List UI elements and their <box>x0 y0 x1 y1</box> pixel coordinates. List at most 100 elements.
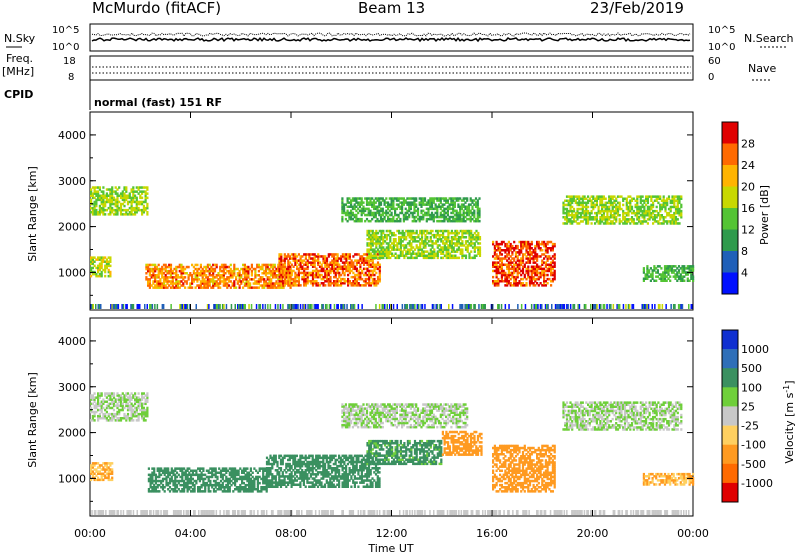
echo-cell <box>367 203 370 206</box>
echo-cell <box>536 265 539 268</box>
echo-cell <box>213 280 217 283</box>
echo-cell <box>375 246 378 249</box>
echo-cell <box>387 242 390 245</box>
echo-cell <box>430 205 434 208</box>
echo-cell <box>433 250 436 253</box>
echo-cell <box>161 267 164 271</box>
echo-cell <box>112 208 116 212</box>
echo-cell <box>671 197 674 200</box>
echo-cell <box>502 249 505 252</box>
echo-cell <box>636 211 639 215</box>
echo-cell <box>317 263 320 266</box>
echo-cell <box>144 196 147 200</box>
echo-cell <box>358 203 361 206</box>
echo-cell <box>109 206 112 210</box>
echo-cell <box>450 229 453 233</box>
echo-cell <box>283 273 286 277</box>
echo-cell <box>141 394 144 397</box>
echo-cell <box>111 419 114 422</box>
echo-cell <box>93 464 96 467</box>
echo-cell <box>464 219 467 223</box>
echo-cell <box>238 274 241 277</box>
echo-cell <box>144 400 147 403</box>
echo-cell <box>652 211 655 215</box>
echo-cell <box>130 202 133 206</box>
echo-cell <box>176 284 180 287</box>
echo-cell <box>478 219 481 223</box>
echo-cell <box>198 284 201 287</box>
clutter-cell <box>622 304 625 309</box>
echo-cell <box>170 479 173 483</box>
echo-cell <box>669 279 672 282</box>
echo-cell <box>439 211 442 215</box>
echo-cell <box>154 280 157 283</box>
echo-cell <box>471 205 474 208</box>
echo-cell <box>536 263 539 266</box>
echo-cell <box>172 471 175 474</box>
echo-cell <box>601 220 604 223</box>
echo-cell <box>466 246 469 249</box>
echo-cell <box>651 275 654 278</box>
echo-cell <box>236 280 239 283</box>
echo-cell <box>366 244 369 247</box>
echo-cell <box>299 263 302 266</box>
echo-cell <box>523 240 526 244</box>
echo-cell <box>669 269 672 272</box>
echo-cell <box>387 211 390 215</box>
echo-cell <box>171 272 174 275</box>
echo-cell <box>433 254 436 257</box>
echo-cell <box>352 275 355 279</box>
echo-cell <box>643 199 646 202</box>
echo-cell <box>187 265 190 269</box>
echo-cell <box>156 467 159 470</box>
echo-cell <box>235 267 238 271</box>
echo-cell <box>119 408 123 412</box>
echo-cell <box>98 466 101 469</box>
echo-cell <box>585 207 588 211</box>
echo-cell <box>137 400 140 403</box>
echo-cell <box>543 240 546 244</box>
clutter-cell <box>255 304 258 309</box>
echo-cell <box>456 248 459 251</box>
echo-cell <box>569 201 572 205</box>
echo-cell <box>215 263 218 267</box>
echo-cell <box>656 271 659 274</box>
echo-cell <box>446 207 449 211</box>
echo-cell <box>219 278 222 281</box>
echo-cell <box>97 256 100 259</box>
echo-cell <box>256 280 259 283</box>
echo-cell <box>427 203 430 206</box>
echo-cell <box>544 251 547 254</box>
echo-cell <box>513 269 516 273</box>
echo-cell <box>606 207 609 211</box>
echo-cell <box>638 211 641 215</box>
echo-cell <box>546 282 549 285</box>
echo-cell <box>105 188 108 191</box>
echo-cell <box>97 476 100 480</box>
echo-cell <box>104 470 107 473</box>
echo-cell <box>95 208 98 212</box>
echo-cell <box>362 209 365 213</box>
echo-cell <box>645 209 648 213</box>
echo-cell <box>518 261 521 264</box>
clutter-cell <box>309 304 312 309</box>
echo-cell <box>476 201 479 204</box>
echo-cell <box>162 282 166 285</box>
echo-cell <box>387 205 390 208</box>
echo-cell <box>182 267 185 271</box>
echo-cell <box>144 408 147 412</box>
echo-cell <box>341 197 344 200</box>
echo-cell <box>102 204 105 208</box>
echo-cell <box>283 284 286 287</box>
echo-cell <box>378 236 381 239</box>
echo-cell <box>311 261 315 264</box>
echo-cell <box>317 257 320 260</box>
echo-cell <box>378 280 381 283</box>
echo-cell <box>398 248 401 251</box>
echo-cell <box>583 197 586 200</box>
echo-cell <box>121 196 124 200</box>
echo-cell <box>493 269 496 273</box>
echo-cell <box>105 192 108 195</box>
echo-cell <box>118 398 121 401</box>
echo-cell <box>562 216 565 219</box>
